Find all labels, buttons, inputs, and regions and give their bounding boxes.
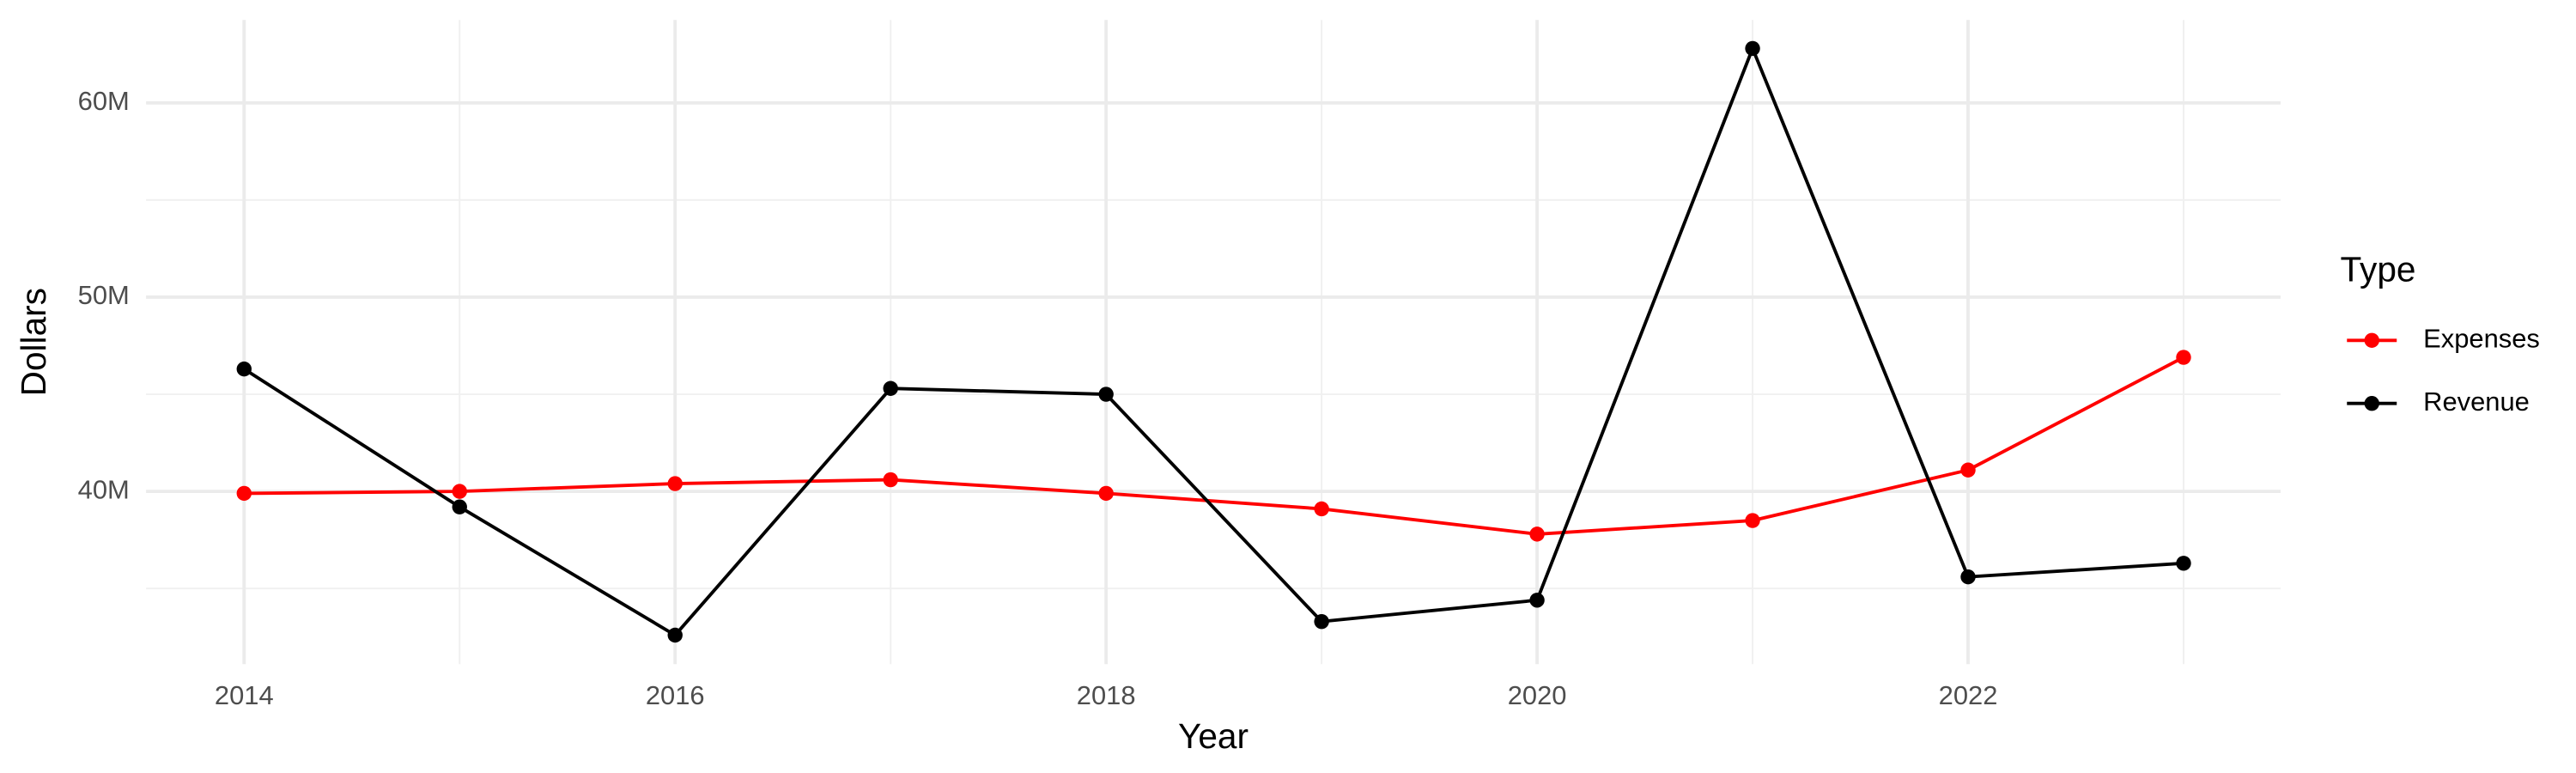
legend-label: Expenses (2423, 323, 2540, 353)
legend-point (2364, 332, 2379, 348)
y-tick-label: 40M (78, 474, 130, 504)
data-point (1529, 593, 1545, 608)
data-point (1745, 513, 1760, 528)
data-point (1960, 569, 1976, 585)
x-axis-title: Year (1178, 716, 1249, 756)
y-tick-label: 50M (78, 280, 130, 310)
x-tick-label: 2022 (1939, 680, 1998, 710)
series-line (243, 44, 2184, 637)
x-tick-label: 2014 (215, 680, 274, 710)
data-point (1960, 462, 1976, 478)
data-point (667, 627, 683, 643)
data-point (2176, 556, 2191, 571)
data-point (1098, 485, 1114, 502)
x-tick-label: 2020 (1508, 680, 1567, 710)
data-point (452, 499, 467, 514)
data-point (883, 380, 898, 396)
data-point (2176, 350, 2191, 365)
data-point (1314, 613, 1329, 630)
data-point (1529, 526, 1545, 542)
data-point (883, 472, 898, 488)
x-tick-label: 2018 (1077, 680, 1136, 710)
data-point (1314, 501, 1329, 517)
data-point (1745, 40, 1760, 57)
series-line (244, 356, 2184, 536)
y-axis-title: Dollars (14, 288, 53, 396)
data-point (1098, 386, 1114, 402)
legend-label: Revenue (2423, 386, 2530, 417)
x-tick-label: 2016 (646, 680, 705, 710)
data-point (452, 484, 467, 499)
data-point (667, 476, 683, 491)
legend-title: Type (2341, 250, 2416, 289)
legend-point (2364, 396, 2379, 411)
data-point (236, 485, 252, 502)
data-point (236, 361, 252, 377)
y-tick-label: 60M (78, 86, 130, 116)
